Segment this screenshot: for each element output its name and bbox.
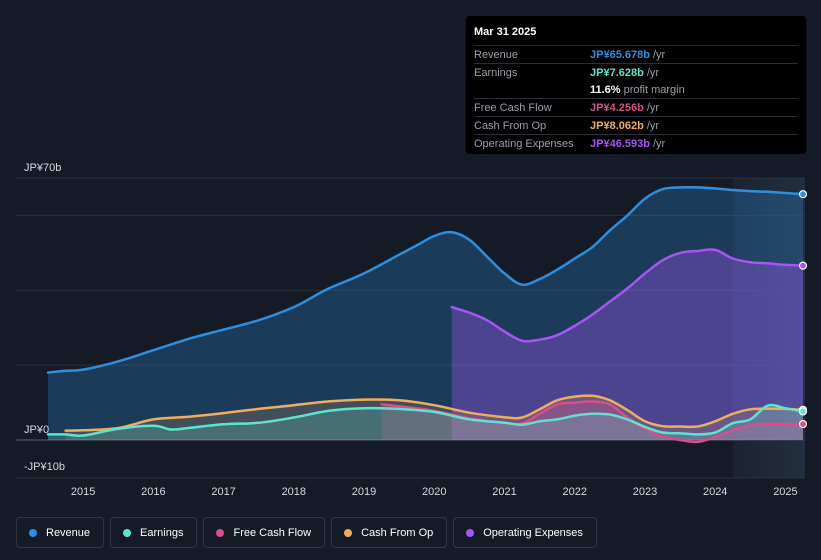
x-tick-label: 2015 bbox=[71, 486, 95, 498]
legend-label-fcf: Free Cash Flow bbox=[233, 526, 312, 539]
tooltip-row-revenue: Revenue JP¥65.678b /yr bbox=[474, 45, 798, 63]
legend-dot-revenue bbox=[29, 528, 37, 537]
y-label-bottom: -JP¥10b bbox=[24, 461, 65, 473]
legend-dot-earnings bbox=[123, 528, 132, 537]
tooltip-label-opex: Operating Expenses bbox=[474, 137, 574, 150]
y-label-top: JP¥70b bbox=[24, 162, 61, 174]
x-tick-label: 2017 bbox=[211, 486, 235, 498]
tooltip-row-opex: Operating Expenses JP¥46.593b /yr bbox=[474, 134, 798, 152]
x-tick-label: 2022 bbox=[563, 486, 587, 498]
tooltip-row-fcf: Free Cash Flow JP¥4.256b /yr bbox=[474, 98, 798, 116]
line-revenue bbox=[46, 185, 805, 374]
tooltip-value-earnings: JP¥7.628b bbox=[590, 66, 644, 79]
end-dot-revenue bbox=[798, 190, 808, 199]
tooltip-value-revenue: JP¥65.678b bbox=[590, 48, 650, 61]
financial-chart: JP¥70b JP¥0 -JP¥10b 2015 2016 2017 2018 2019… bbox=[16, 162, 808, 498]
x-tick-label: 2024 bbox=[703, 486, 727, 498]
tooltip-value-margin: 11.6% bbox=[590, 83, 621, 96]
x-tick-label: 2020 bbox=[422, 486, 446, 498]
end-dot-earnings bbox=[798, 407, 808, 416]
tooltip-label-revenue: Revenue bbox=[474, 48, 519, 61]
tooltip-row-margin: 11.6% profit margin bbox=[474, 81, 798, 98]
tooltip-label-fcf: Free Cash Flow bbox=[474, 101, 552, 114]
tooltip-value-cfo: JP¥8.062b bbox=[590, 119, 644, 132]
legend-item-revenue[interactable]: Revenue bbox=[16, 517, 105, 548]
tooltip-unit-cfo: /yr bbox=[646, 119, 660, 132]
tooltip-unit-earnings: /yr bbox=[646, 66, 660, 79]
y-label-zero: JP¥0 bbox=[24, 424, 49, 436]
end-dot-opex bbox=[798, 261, 808, 270]
legend-label-earnings: Earnings bbox=[140, 526, 184, 539]
legend-label-cfo: Cash From Op bbox=[361, 526, 434, 539]
tooltip-value-fcf: JP¥4.256b bbox=[590, 101, 644, 114]
tooltip-label-earnings: Earnings bbox=[474, 66, 518, 79]
line-opex bbox=[450, 248, 805, 343]
tooltip-unit-revenue: /yr bbox=[652, 48, 666, 61]
legend: Revenue Earnings Free Cash Flow Cash Fro… bbox=[16, 517, 597, 548]
x-tick-label: 2018 bbox=[282, 486, 306, 498]
legend-item-earnings[interactable]: Earnings bbox=[110, 517, 198, 548]
tooltip: Mar 31 2025 Revenue JP¥65.678b /yr Earni… bbox=[466, 16, 806, 154]
x-tick-label: 2016 bbox=[141, 486, 165, 498]
tooltip-unit-fcf: /yr bbox=[646, 101, 660, 114]
tooltip-value-opex: JP¥46.593b bbox=[590, 137, 650, 150]
legend-dot-cfo bbox=[344, 528, 353, 537]
tooltip-label-cfo: Cash From Op bbox=[474, 119, 547, 132]
legend-item-cfo[interactable]: Cash From Op bbox=[331, 517, 448, 548]
legend-item-fcf[interactable]: Free Cash Flow bbox=[203, 517, 326, 548]
x-tick-label: 2025 bbox=[773, 486, 797, 498]
line-earnings bbox=[46, 403, 805, 437]
legend-label-revenue: Revenue bbox=[46, 526, 91, 539]
tooltip-text-margin: profit margin bbox=[623, 83, 685, 96]
x-tick-label: 2019 bbox=[352, 486, 376, 498]
tooltip-unit-opex: /yr bbox=[652, 137, 666, 150]
x-tick-label: 2023 bbox=[633, 486, 657, 498]
line-cfo bbox=[64, 394, 805, 432]
legend-item-opex[interactable]: Operating Expenses bbox=[453, 517, 597, 548]
legend-dot-opex bbox=[466, 528, 475, 537]
tooltip-row-earnings: Earnings JP¥7.628b /yr bbox=[474, 63, 798, 81]
tooltip-row-cfo: Cash From Op JP¥8.062b /yr bbox=[474, 116, 798, 134]
legend-label-opex: Operating Expenses bbox=[483, 526, 583, 539]
area-fcf bbox=[381, 401, 803, 442]
area-revenue bbox=[48, 187, 803, 440]
tooltip-date: Mar 31 2025 bbox=[474, 26, 537, 38]
area-cfo bbox=[65, 395, 804, 440]
legend-dot-fcf bbox=[216, 528, 225, 537]
area-opex bbox=[451, 249, 803, 440]
area-earnings bbox=[48, 405, 803, 440]
x-tick-label: 2021 bbox=[492, 486, 516, 498]
end-dot-fcf bbox=[798, 419, 808, 429]
